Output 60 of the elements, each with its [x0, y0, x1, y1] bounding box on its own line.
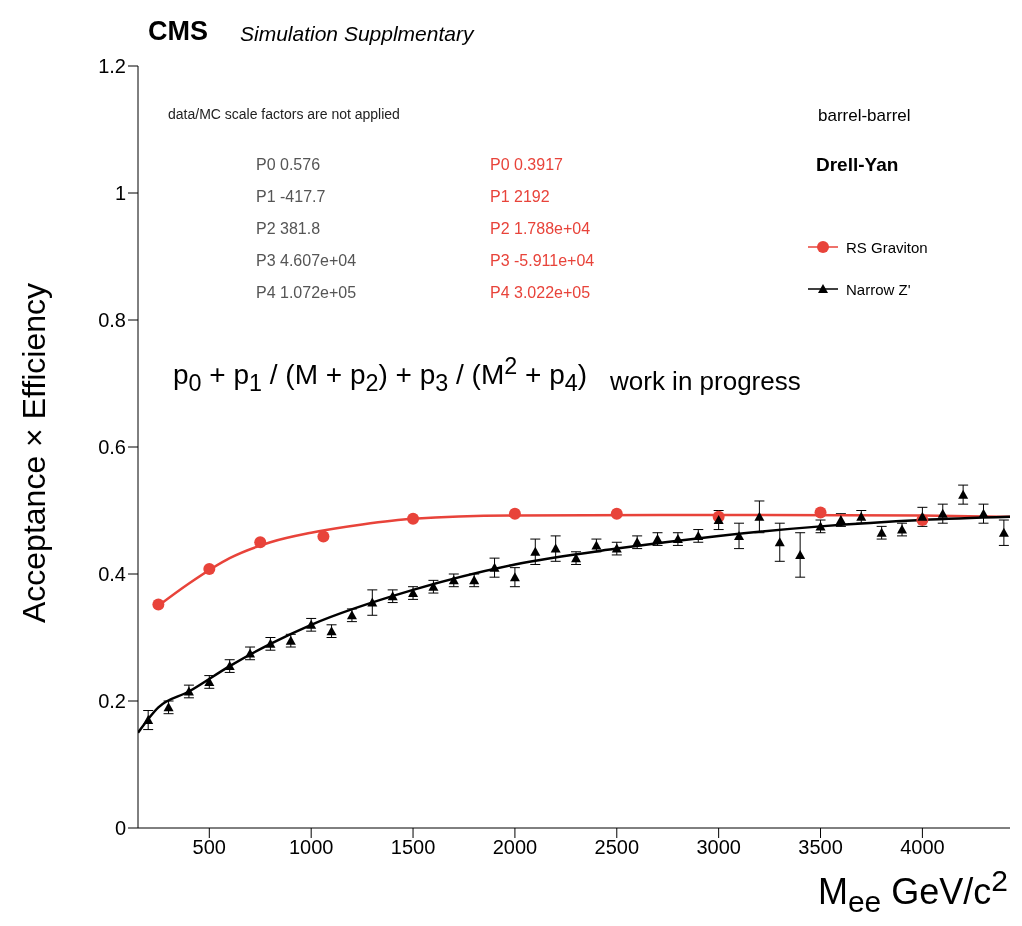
point [937, 508, 948, 518]
legend-label: Narrow Z' [846, 280, 911, 298]
annotation: P3 -5.911e+04 [490, 252, 595, 270]
point [203, 562, 216, 575]
point [610, 507, 623, 520]
y-tick-label: 0.2 [98, 690, 126, 713]
annotation: P1 -417.7 [256, 188, 326, 206]
point [734, 530, 745, 540]
annotation: P4 1.072e+05 [256, 284, 357, 302]
point [998, 527, 1009, 537]
point [152, 598, 165, 611]
y-tick-label: 0 [114, 817, 126, 840]
annotation: work in progress [610, 366, 801, 397]
x-tick-label: 1500 [390, 836, 436, 859]
point [530, 546, 541, 556]
x-tick-label: 4000 [900, 836, 945, 859]
y-tick-label: 1 [114, 182, 126, 205]
point [978, 508, 989, 518]
chart-title: CMS [148, 16, 208, 47]
annotation: P0 0.576 [256, 156, 321, 174]
x-tick-label: 1000 [288, 836, 334, 859]
point [254, 536, 267, 549]
point [713, 515, 724, 525]
y-tick-label: 0.8 [98, 309, 126, 332]
point [489, 562, 500, 572]
point [509, 572, 520, 582]
x-tick-label: 500 [192, 836, 226, 859]
point [550, 543, 561, 553]
legend-label: RS Graviton [846, 238, 928, 256]
text: p$_{0}$ + p$_{1}$ / (M + p$_{2}$) + p$_{3}$ / (M$^{2}$ + p$_{4}$) [173, 353, 588, 396]
point [754, 511, 765, 521]
point [367, 597, 378, 607]
annotation: P3 4.607e+04 [256, 252, 357, 270]
x-tick-label: 3000 [696, 836, 741, 859]
annotation: P2 1.788e+04 [490, 220, 591, 238]
y-tick-label: 0.4 [98, 563, 126, 586]
annotation: data/MC scale factors are not applied [168, 106, 400, 122]
annotation: Drell-Yan [816, 154, 899, 176]
point [917, 511, 928, 521]
x-tick-label: 3500 [798, 836, 843, 859]
annotation: barrel-barrel [818, 106, 911, 126]
x-axis-title: M$_{ee}$ GeV/c$^{2}$ [817, 864, 1008, 920]
y-axis-title: Acceptance × Efficiency [15, 282, 53, 624]
annotation: P2 381.8 [256, 220, 321, 238]
point [317, 530, 330, 543]
annotation: P4 3.022e+05 [490, 284, 591, 302]
annotation: P0 0.3917 [490, 156, 563, 174]
point [143, 715, 154, 725]
point [958, 489, 969, 499]
point [407, 512, 420, 525]
y-tick-label: 1.2 [98, 55, 126, 78]
point [508, 507, 521, 520]
y-tick-label: 0.6 [98, 436, 126, 459]
point [795, 549, 806, 559]
point [774, 537, 785, 547]
chart-subtitle: Simulation Supplmentary [240, 22, 474, 46]
x-tick-label: 2500 [594, 836, 640, 859]
annotation: P1 2192 [490, 188, 550, 206]
x-tick-label: 2000 [492, 836, 538, 859]
point [814, 506, 827, 519]
